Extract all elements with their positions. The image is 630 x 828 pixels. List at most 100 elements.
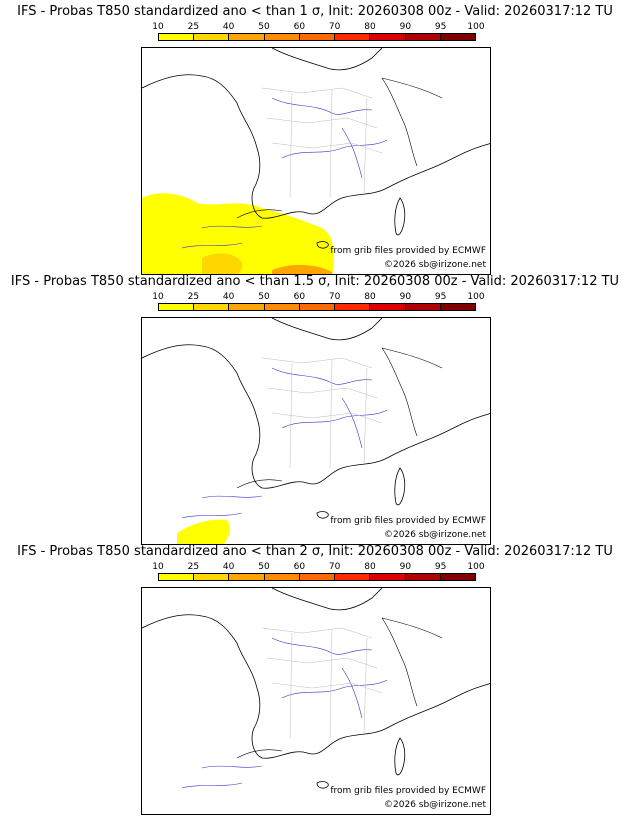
legend-swatch (440, 574, 475, 580)
coastline (142, 344, 490, 489)
panel-title: IFS - Probas T850 standardized ano < tha… (10, 274, 620, 289)
legend-swatch (229, 34, 265, 40)
legend-color-bar (158, 573, 476, 581)
border-lines (236, 617, 443, 759)
legend-tick-70: 70 (328, 562, 341, 572)
color-legend: 10 25 40 50 60 70 80 90 95 100 (152, 562, 485, 584)
color-legend: 10 25 40 50 60 70 80 90 95 100 (152, 22, 485, 44)
legend-tick-25: 25 (187, 22, 200, 32)
legend-color-bar (158, 303, 476, 311)
legend-tick-10: 10 (152, 22, 164, 32)
legend-tick-100: 100 (467, 22, 485, 32)
legend-tick-25: 25 (187, 562, 200, 572)
island-corsica (394, 737, 406, 776)
legend-swatch (440, 34, 475, 40)
coastline-north (271, 48, 383, 71)
admin-boundaries (261, 87, 383, 199)
legend-swatch (299, 34, 336, 40)
legend-tick-70: 70 (328, 22, 341, 32)
probability-map: from grib files provided by ECMWF ©2026 … (141, 317, 491, 545)
legend-tick-90: 90 (399, 22, 412, 32)
legend-swatch (264, 574, 300, 580)
legend-tick-40: 40 (222, 292, 235, 302)
island-balearic (316, 511, 329, 519)
legend-tick-80: 80 (364, 292, 376, 302)
rivers (181, 97, 388, 249)
legend-swatch (264, 304, 300, 310)
legend-color-bar (158, 33, 476, 41)
legend-tick-50: 50 (258, 292, 270, 302)
panel-1-5sigma: IFS - Probas T850 standardized ano < tha… (0, 270, 630, 545)
color-legend: 10 25 40 50 60 70 80 90 95 100 (152, 292, 485, 314)
legend-tick-95: 95 (434, 22, 447, 32)
legend-tick-70: 70 (328, 292, 341, 302)
legend-swatch (440, 304, 475, 310)
legend-swatch (405, 574, 441, 580)
island-balearic (316, 241, 329, 249)
border-lines (236, 77, 443, 219)
legend-tick-10: 10 (152, 562, 164, 572)
coastline (142, 614, 490, 759)
admin-boundaries (261, 357, 383, 469)
legend-swatch (370, 574, 406, 580)
legend-swatch (370, 304, 406, 310)
coastline-north (271, 588, 383, 611)
probability-area-10 (142, 193, 334, 274)
copyright-credit: ©2026 sb@irizone.net (384, 800, 486, 810)
legend-swatch (159, 304, 195, 310)
legend-swatch (229, 304, 265, 310)
legend-tick-labels: 10 25 40 50 60 70 80 90 95 100 (152, 22, 484, 32)
legend-tick-10: 10 (152, 292, 164, 302)
panel-title: IFS - Probas T850 standardized ano < tha… (17, 4, 613, 19)
legend-swatch (159, 574, 195, 580)
legend-tick-60: 60 (293, 562, 306, 572)
panel-1sigma: IFS - Probas T850 standardized ano < tha… (0, 0, 630, 275)
legend-tick-60: 60 (293, 292, 306, 302)
legend-tick-80: 80 (364, 562, 376, 572)
probability-area-25 (202, 253, 243, 274)
map-svg (142, 48, 490, 274)
coastline (142, 74, 490, 219)
source-credit: from grib files provided by ECMWF (330, 786, 486, 796)
copyright-credit: ©2026 sb@irizone.net (384, 260, 486, 270)
rivers (181, 637, 388, 789)
legend-tick-labels: 10 25 40 50 60 70 80 90 95 100 (152, 562, 484, 572)
legend-swatch (159, 34, 195, 40)
panel-2sigma: IFS - Probas T850 standardized ano < tha… (0, 540, 630, 815)
legend-tick-50: 50 (258, 562, 270, 572)
legend-tick-95: 95 (434, 292, 447, 302)
source-credit: from grib files provided by ECMWF (330, 246, 486, 256)
legend-swatch (229, 574, 265, 580)
admin-boundaries (261, 627, 383, 739)
probability-area-10 (177, 519, 230, 544)
legend-swatch (264, 34, 300, 40)
legend-tick-25: 25 (187, 292, 200, 302)
legend-swatch (335, 574, 371, 580)
probability-map: from grib files provided by ECMWF ©2026 … (141, 47, 491, 275)
coastline-north (271, 318, 383, 341)
map-svg (142, 318, 490, 544)
legend-tick-40: 40 (222, 22, 235, 32)
legend-swatch (299, 304, 336, 310)
island-corsica (394, 197, 406, 236)
copyright-credit: ©2026 sb@irizone.net (384, 530, 486, 540)
legend-swatch (370, 34, 406, 40)
panel-title: IFS - Probas T850 standardized ano < tha… (17, 544, 613, 559)
legend-tick-100: 100 (467, 292, 485, 302)
legend-swatch (194, 304, 230, 310)
source-credit: from grib files provided by ECMWF (330, 516, 486, 526)
legend-swatch (335, 34, 371, 40)
legend-swatch (194, 574, 230, 580)
legend-tick-40: 40 (222, 562, 235, 572)
legend-swatch (194, 34, 230, 40)
legend-tick-95: 95 (434, 562, 447, 572)
legend-swatch (299, 574, 336, 580)
legend-tick-50: 50 (258, 22, 270, 32)
legend-swatch (405, 304, 441, 310)
probability-area-40 (272, 265, 332, 274)
legend-tick-100: 100 (467, 562, 485, 572)
legend-tick-60: 60 (293, 22, 306, 32)
map-svg (142, 588, 490, 789)
legend-tick-80: 80 (364, 22, 376, 32)
border-lines (236, 347, 443, 489)
